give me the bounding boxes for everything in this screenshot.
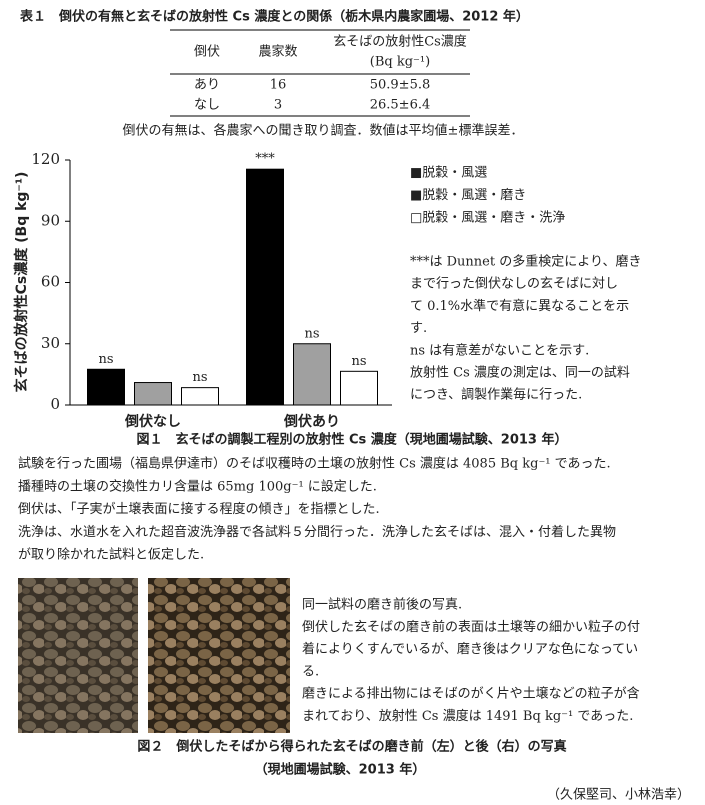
bar — [87, 368, 125, 406]
legend-entry: ■脱穀・風選 — [410, 166, 487, 181]
table-cell: 16 — [270, 78, 287, 93]
photo-note: る. — [302, 664, 319, 679]
paragraph-line: 播種時の土壌の交換性カリ含量は 65mg 100g⁻¹ に設定した. — [18, 478, 377, 494]
bar — [246, 168, 284, 406]
significance-label: *** — [255, 152, 275, 167]
table-cell: 50.9±5.8 — [370, 78, 431, 93]
chart-note: 放射性 Cs 濃度の測定は、同一の試料 — [410, 365, 630, 381]
legend-entry: ■脱穀・風選・磨き — [410, 188, 526, 203]
photo-note: 同一試料の磨き前後の写真. — [302, 597, 462, 613]
table-header: 農家数 — [258, 44, 297, 60]
significance-label: ns — [351, 354, 366, 369]
chart-note: す. — [410, 321, 427, 336]
table-note: 倒伏の有無は、各農家への聞き取り調査．数値は平均値±標準誤差． — [123, 123, 524, 139]
significance-label: ns — [192, 370, 207, 385]
chart-note: ***は Dunnet の多重検定により、磨き — [410, 254, 641, 270]
y-tick-label: 60 — [41, 273, 60, 291]
x-tick-label: 倒伏あり — [283, 413, 340, 430]
photo-note: まれており、放射性 Cs 濃度は 1491 Bq kg⁻¹ であった. — [302, 708, 633, 724]
figure-caption: （現地圃場試験、2013 年） — [255, 762, 426, 778]
y-axis-label: 玄そばの放射性Cs濃度 (Bq kg⁻¹) — [13, 172, 30, 393]
legend-entry: □脱穀・風選・磨き・洗浄 — [410, 211, 565, 226]
bar — [181, 387, 219, 406]
photo-note: 磨きによる排出物にはそばのがく片や土壌などの粒子が含 — [302, 686, 640, 702]
photo-before — [18, 578, 138, 733]
x-tick-label: 倒伏なし — [124, 413, 181, 430]
author: （久保堅司、小林浩幸） — [547, 788, 690, 803]
chart-note: て 0.1%水準で有意に異なることを示 — [410, 298, 629, 314]
table-cell: 26.5±6.4 — [370, 98, 431, 113]
paragraph-line: が取り除かれた試料と仮定した. — [18, 547, 204, 563]
table-cell: なし — [194, 98, 220, 113]
chart-note: まで行った倒伏なしの玄そばに対し — [410, 277, 618, 292]
bar — [134, 382, 172, 406]
y-tick-label: 0 — [50, 395, 60, 413]
y-tick-label: 120 — [31, 150, 60, 168]
photo-after — [148, 578, 290, 733]
table-header: 玄そばの放射性Cs濃度 — [333, 34, 467, 50]
bar — [293, 343, 331, 406]
paragraph-line: 倒伏は、「子実が土壌表面に接する程度の傾き」を指標とした. — [18, 501, 380, 517]
table-title: 表１ 倒伏の有無と玄そばの放射性 Cs 濃度との関係（栃木県内農家圃場、2012… — [19, 9, 529, 25]
figure-caption: 図１ 玄そばの調製工程別の放射性 Cs 濃度（現地圃場試験、2013 年） — [136, 432, 567, 448]
paragraph-line: 試験を行った圃場（福島県伊達市）のそば収穫時の土壌の放射性 Cs 濃度は 408… — [18, 456, 611, 472]
photo-note: 倒伏した玄そばの磨き前の表面は土壌等の細かい粒子の付 — [302, 619, 640, 635]
significance-label: ns — [98, 352, 113, 367]
table-cell: あり — [194, 78, 220, 93]
photo-note: 着によりくすんでいるが、磨き後はクリアな色になってい — [302, 641, 638, 657]
paragraph-line: 洗浄は、水道水を入れた超音波洗浄器で各試料５分間行った．洗浄した玄そばは、混入・… — [18, 524, 616, 540]
table-cell: 3 — [274, 98, 282, 113]
table-header: (Bq kg⁻¹) — [370, 55, 430, 70]
chart-note: につき、調製作業毎に行った. — [410, 387, 582, 403]
figure-caption: 図２ 倒伏したそばから得られた玄そばの磨き前（左）と後（右）の写真 — [137, 739, 566, 755]
bar — [340, 370, 378, 406]
y-tick-label: 90 — [41, 211, 60, 229]
significance-label: ns — [304, 326, 319, 341]
table-header: 倒伏 — [194, 45, 220, 60]
chart-note: ns は有意差がないことを示す. — [410, 342, 589, 358]
y-tick-label: 30 — [41, 334, 60, 352]
